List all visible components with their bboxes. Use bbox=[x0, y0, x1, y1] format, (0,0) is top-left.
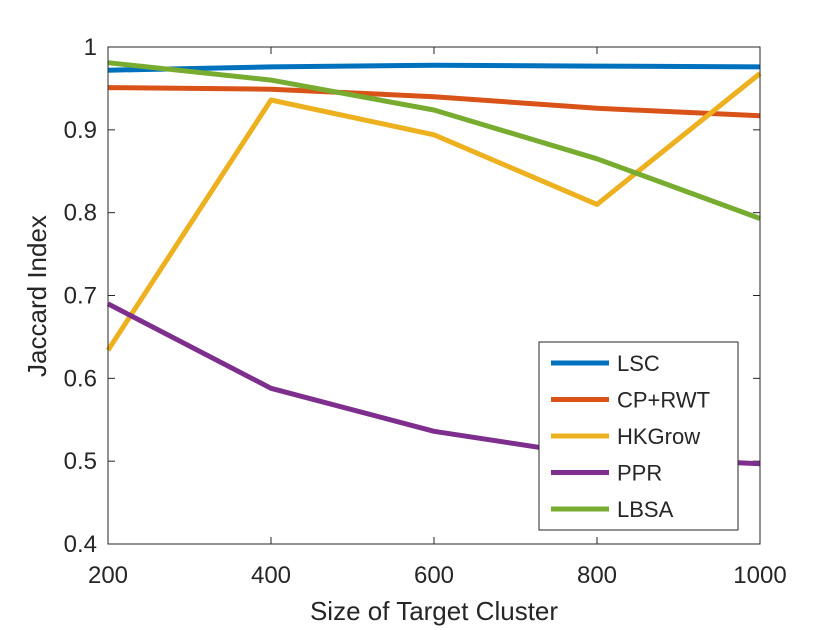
legend-label-ppr: PPR bbox=[617, 461, 662, 486]
y-axis-title: Jaccard Index bbox=[22, 215, 52, 377]
plot-border bbox=[107, 46, 761, 545]
series-line-lsc bbox=[107, 62, 761, 73]
y-tick-label: 0.8 bbox=[64, 200, 97, 227]
y-tick-label: 0.4 bbox=[64, 531, 97, 558]
x-tick-label: 400 bbox=[251, 562, 291, 589]
y-tick-label: 0.7 bbox=[64, 283, 97, 310]
y-tick-label: 0.5 bbox=[64, 448, 97, 475]
series-line-lbsa bbox=[107, 60, 761, 221]
x-axis-title: Size of Target Cluster bbox=[310, 596, 558, 626]
legend-label-cp-rwt: CP+RWT bbox=[617, 388, 710, 413]
legend: LSC CP+RWT HKGrow PPR LBSA bbox=[538, 341, 739, 531]
x-tick-label: 1000 bbox=[733, 562, 786, 589]
plot-frame bbox=[107, 46, 761, 545]
legend-label-hkgrow: HKGrow bbox=[617, 424, 700, 449]
x-tick-label: 200 bbox=[88, 562, 128, 589]
series-line-cp-rwt bbox=[107, 85, 761, 119]
x-tick-label: 800 bbox=[577, 562, 617, 589]
legend-label-lsc: LSC bbox=[617, 351, 660, 376]
series-line-hkgrow bbox=[105, 71, 762, 352]
y-tick-label: 1 bbox=[84, 34, 97, 61]
legend-label-lbsa: LBSA bbox=[617, 497, 674, 522]
axes: 200 400 600 800 1000 0.4 0.5 0.6 0.7 0.8 0.9 1 bbox=[64, 34, 787, 589]
y-tick-label: 0.6 bbox=[64, 365, 97, 392]
series-lines bbox=[105, 60, 762, 467]
y-tick-label: 0.9 bbox=[64, 117, 97, 144]
x-tick-label: 600 bbox=[414, 562, 454, 589]
